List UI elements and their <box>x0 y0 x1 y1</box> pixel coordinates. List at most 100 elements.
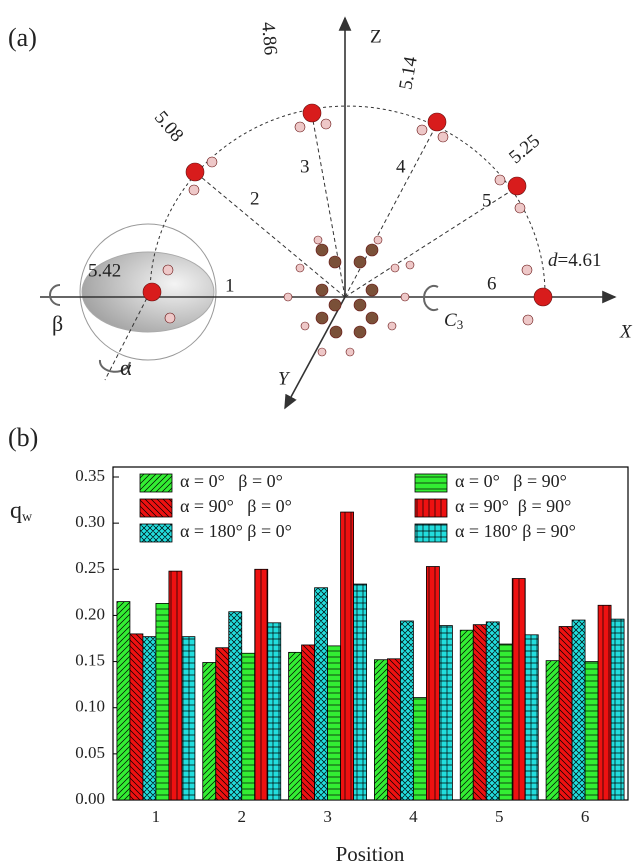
legend-label: α = 0° β = 90° <box>455 471 567 491</box>
bar <box>374 659 388 801</box>
y-label-sub: w <box>22 510 33 525</box>
bar <box>314 587 328 801</box>
x-tick-label: 1 <box>152 807 161 826</box>
position-label: 1 <box>225 275 235 296</box>
bar <box>413 697 427 801</box>
bar <box>181 636 196 801</box>
position-label: 2 <box>250 188 260 209</box>
molecules <box>142 103 553 357</box>
y-tick-label: 0.00 <box>75 789 105 808</box>
alpha-label: α <box>120 355 132 380</box>
rotation-arrow <box>423 285 439 311</box>
bar <box>511 578 526 801</box>
y-tick-label: 0.05 <box>75 743 105 762</box>
bar <box>400 620 414 801</box>
y-axis <box>284 296 346 410</box>
bar <box>387 658 401 801</box>
y-tick-label: 0.35 <box>75 466 105 485</box>
bar <box>353 583 367 801</box>
distance-label: d=4.61 <box>548 250 601 271</box>
d-value: =4.61 <box>558 250 602 271</box>
bar <box>472 624 487 801</box>
bar <box>327 645 341 801</box>
bar <box>155 603 170 801</box>
bar <box>202 662 217 801</box>
legend-label: α = 0° β = 0° <box>180 471 283 491</box>
bar <box>485 621 500 801</box>
rotation-arrow <box>49 284 61 306</box>
legend-swatch <box>139 523 173 543</box>
y-label-main: q <box>10 498 22 524</box>
bar <box>288 651 302 801</box>
bar <box>498 643 513 801</box>
y-tick-label: 0.15 <box>75 650 105 669</box>
distance-label: 5.14 <box>395 54 422 91</box>
distance-lines <box>104 114 518 381</box>
y-tick-label: 0.30 <box>75 512 105 531</box>
bar <box>545 660 560 801</box>
bar <box>116 601 131 801</box>
diagram-labels: Z X Y 5.42 5.08 4.86 5.14 5.25 d=4.61 1 … <box>52 21 633 389</box>
bar <box>267 622 282 801</box>
y-tick-label: 0.10 <box>75 697 105 716</box>
bar <box>439 625 453 801</box>
bar <box>584 661 599 801</box>
legend-label: α = 180° β = 0° <box>180 521 292 541</box>
bar <box>142 636 157 801</box>
distance-label: 4.86 <box>257 21 281 56</box>
bar <box>168 570 183 801</box>
y-axis-label: qw <box>10 498 33 526</box>
bar <box>597 604 612 801</box>
position-label: 5 <box>482 190 492 211</box>
axis-label: X <box>619 321 633 342</box>
panel-label: (b) <box>8 423 38 452</box>
distance-label: 5.25 <box>505 131 544 168</box>
axis-label: Z <box>370 26 382 47</box>
bar <box>426 566 440 801</box>
x-tick-label: 6 <box>581 807 590 826</box>
position-label: 3 <box>300 156 310 177</box>
bar <box>301 644 315 801</box>
panel-label: (a) <box>8 23 37 52</box>
bar-chart: 0.00 0.05 0.10 0.15 0.20 0.25 0.30 0.35 1 2 3 4 5 6 α … <box>75 466 629 826</box>
legend-swatch <box>139 473 173 493</box>
x-axis-label: Position <box>336 842 405 866</box>
plot-frame <box>112 466 629 801</box>
legend-swatch <box>414 498 448 518</box>
arc <box>149 105 546 298</box>
bar <box>558 626 573 801</box>
x-tick-label: 3 <box>323 807 332 826</box>
bar <box>610 618 625 801</box>
distance-label: 5.42 <box>88 260 121 281</box>
legend-swatch <box>414 523 448 543</box>
bar <box>524 634 539 801</box>
bar <box>228 611 243 801</box>
c3-subscript: 3 <box>457 317 464 332</box>
diagram <box>40 16 617 410</box>
c3-symbol: C <box>444 310 457 331</box>
rotation-arrow <box>98 359 131 373</box>
bar <box>571 619 586 801</box>
legend-swatch <box>414 473 448 493</box>
legend-label: α = 90° β = 90° <box>455 496 571 516</box>
position-label: 6 <box>487 273 497 294</box>
bar <box>340 511 354 801</box>
x-tick-label: 4 <box>409 807 418 826</box>
y-tick-label: 0.25 <box>75 558 105 577</box>
legend-label: α = 180° β = 90° <box>455 521 576 541</box>
x-tick-label: 2 <box>238 807 247 826</box>
axis-label: Y <box>278 368 291 389</box>
y-tick-label: 0.20 <box>75 604 105 623</box>
bar <box>129 633 144 801</box>
bar <box>459 629 474 801</box>
c3-label: C3 <box>444 310 463 332</box>
legend-swatch <box>139 498 173 518</box>
position-label: 4 <box>396 156 406 177</box>
distance-label: 5.08 <box>150 107 187 146</box>
beta-label: β <box>52 311 63 336</box>
sphere <box>79 223 217 361</box>
bar <box>215 647 230 801</box>
d-symbol: d <box>548 250 558 271</box>
